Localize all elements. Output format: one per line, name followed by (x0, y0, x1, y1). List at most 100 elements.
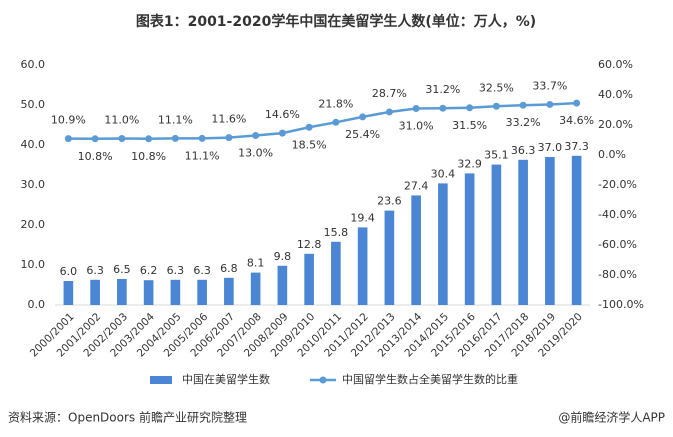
line-point (64, 135, 72, 143)
line-point (466, 104, 474, 112)
y-tick-label: 20.0 (21, 218, 46, 231)
bar (357, 227, 368, 305)
bar (545, 157, 555, 305)
bar (170, 279, 181, 305)
line-value-label: 10.8% (131, 150, 166, 163)
bar-value-label: 9.8 (274, 250, 292, 263)
y-tick-label: 10.0 (21, 258, 46, 271)
bar (518, 159, 528, 305)
y2-tick-label: 60.0% (598, 58, 633, 71)
chart-title: 图表1：2001-2020学年中国在美留学生人数(单位：万人，%) (136, 13, 536, 30)
line-point (385, 108, 393, 116)
bar-value-label: 6.8 (220, 262, 238, 275)
bar-value-label: 6.0 (60, 265, 78, 278)
line-value-label: 34.6% (559, 114, 594, 127)
y-tick-label: 60.0 (21, 58, 46, 71)
line-value-label: 25.4% (345, 128, 380, 141)
line-point (332, 118, 340, 126)
bar (224, 277, 234, 305)
line-value-label: 18.5% (292, 138, 327, 151)
line-point (305, 123, 313, 131)
bar-value-label: 30.4 (431, 167, 456, 180)
bar-value-label: 6.3 (193, 264, 211, 277)
y-tick-label: 40.0 (21, 138, 46, 151)
bar (411, 195, 421, 305)
legend-label: 中国在美留学生数 (182, 372, 270, 386)
line-value-label: 11.1% (185, 149, 220, 162)
bar (90, 279, 100, 305)
bar-value-label: 37.0 (538, 141, 563, 154)
line-point (252, 132, 260, 139)
bar-value-label: 23.6 (377, 195, 402, 208)
line-value-label: 31.5% (452, 119, 487, 132)
bar (571, 155, 582, 305)
line-value-label: 13.0% (238, 147, 273, 160)
line-point (573, 99, 581, 107)
line-value-label: 33.7% (532, 79, 567, 92)
bar-value-label: 6.3 (86, 264, 104, 277)
bar-value-label: 36.3 (511, 144, 536, 157)
y-tick-label: 30.0 (21, 178, 46, 191)
bar-value-label: 35.1 (484, 149, 509, 162)
bar-value-label: 6.3 (167, 264, 185, 277)
line-value-label: 11.0% (104, 114, 139, 127)
line-value-label: 21.8% (318, 97, 353, 110)
line-value-label: 11.1% (158, 113, 193, 126)
bar (304, 253, 314, 305)
line-point (439, 104, 447, 112)
legend-label: 中国留学生数占全美留学生数的比重 (342, 372, 518, 386)
y2-tick-label: -100.0% (598, 298, 644, 311)
y2-tick-label: -60.0% (598, 238, 637, 251)
bar-value-label: 32.9 (457, 157, 482, 170)
bar (331, 241, 341, 305)
bar (491, 164, 502, 305)
line-point (145, 135, 153, 143)
line-point (278, 129, 286, 137)
line-point (198, 134, 206, 142)
bar-value-label: 12.8 (297, 238, 322, 251)
line-point (225, 134, 233, 142)
line-point (519, 101, 527, 109)
line (68, 101, 577, 141)
line-point (546, 100, 554, 108)
line-point (359, 113, 367, 121)
y2-tick-label: 0.0% (598, 148, 626, 161)
line-value-label: 10.9% (51, 114, 86, 127)
bar (464, 173, 475, 305)
bar-value-label: 6.2 (140, 264, 158, 277)
bar-value-label: 27.4 (404, 179, 429, 192)
y2-tick-label: 20.0% (598, 118, 633, 131)
line-value-label: 31.2% (425, 83, 460, 96)
line-value-label: 14.6% (265, 108, 300, 121)
bar-value-label: 8.1 (247, 257, 265, 270)
line-value-label: 32.5% (479, 81, 514, 94)
bar (384, 210, 395, 305)
line-value-label: 11.6% (211, 113, 246, 126)
line-value-label: 31.0% (399, 120, 434, 133)
bar-value-label: 19.4 (350, 211, 375, 224)
line-value-label: 33.2% (506, 116, 541, 129)
bar (197, 279, 207, 305)
y-tick-label: 0.0 (28, 298, 46, 311)
bar-value-label: 37.3 (564, 140, 589, 153)
line-point (118, 135, 126, 142)
line-point (412, 105, 420, 112)
bar (438, 183, 448, 305)
bar (117, 279, 127, 305)
bar (63, 281, 74, 305)
y2-tick-label: 40.0% (598, 88, 633, 101)
y-tick-label: 50.0 (21, 98, 46, 111)
source-note: 资料来源：OpenDoors 前瞻产业研究院整理 (8, 410, 247, 425)
legend-swatch (319, 376, 327, 384)
line-point (91, 135, 99, 143)
bar-value-label: 6.5 (113, 263, 131, 276)
line-value-label: 10.8% (78, 150, 113, 163)
legend-swatch (150, 376, 172, 384)
y2-tick-label: -20.0% (598, 178, 637, 191)
line-value-label: 28.7% (372, 87, 407, 100)
bar-value-label: 15.8 (324, 226, 349, 239)
y2-tick-label: -80.0% (598, 268, 637, 281)
line-point (492, 102, 500, 110)
bar (250, 272, 261, 305)
